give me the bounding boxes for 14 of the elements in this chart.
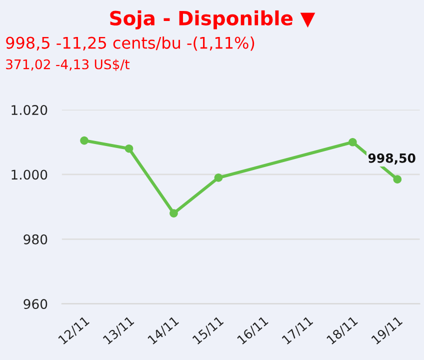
point xyxy=(214,174,223,182)
point xyxy=(80,136,88,145)
chart-subtitle: 998,5 -11,25 cents/bu -(1,11%) xyxy=(6,36,254,51)
chart-title: Soja - Disponible ▼ xyxy=(110,10,316,30)
y-tick-label: 980 xyxy=(24,234,48,244)
y-tick-label: 1.000 xyxy=(12,170,48,180)
point xyxy=(124,144,134,153)
point xyxy=(170,209,178,218)
annotation: 998,50 xyxy=(368,153,416,164)
y-tick-label: 1.020 xyxy=(12,105,48,115)
text: 371,02 -4,13 US$/t xyxy=(6,59,130,72)
y-tick-label: 960 xyxy=(24,299,48,310)
point xyxy=(393,175,402,184)
point xyxy=(348,138,357,146)
